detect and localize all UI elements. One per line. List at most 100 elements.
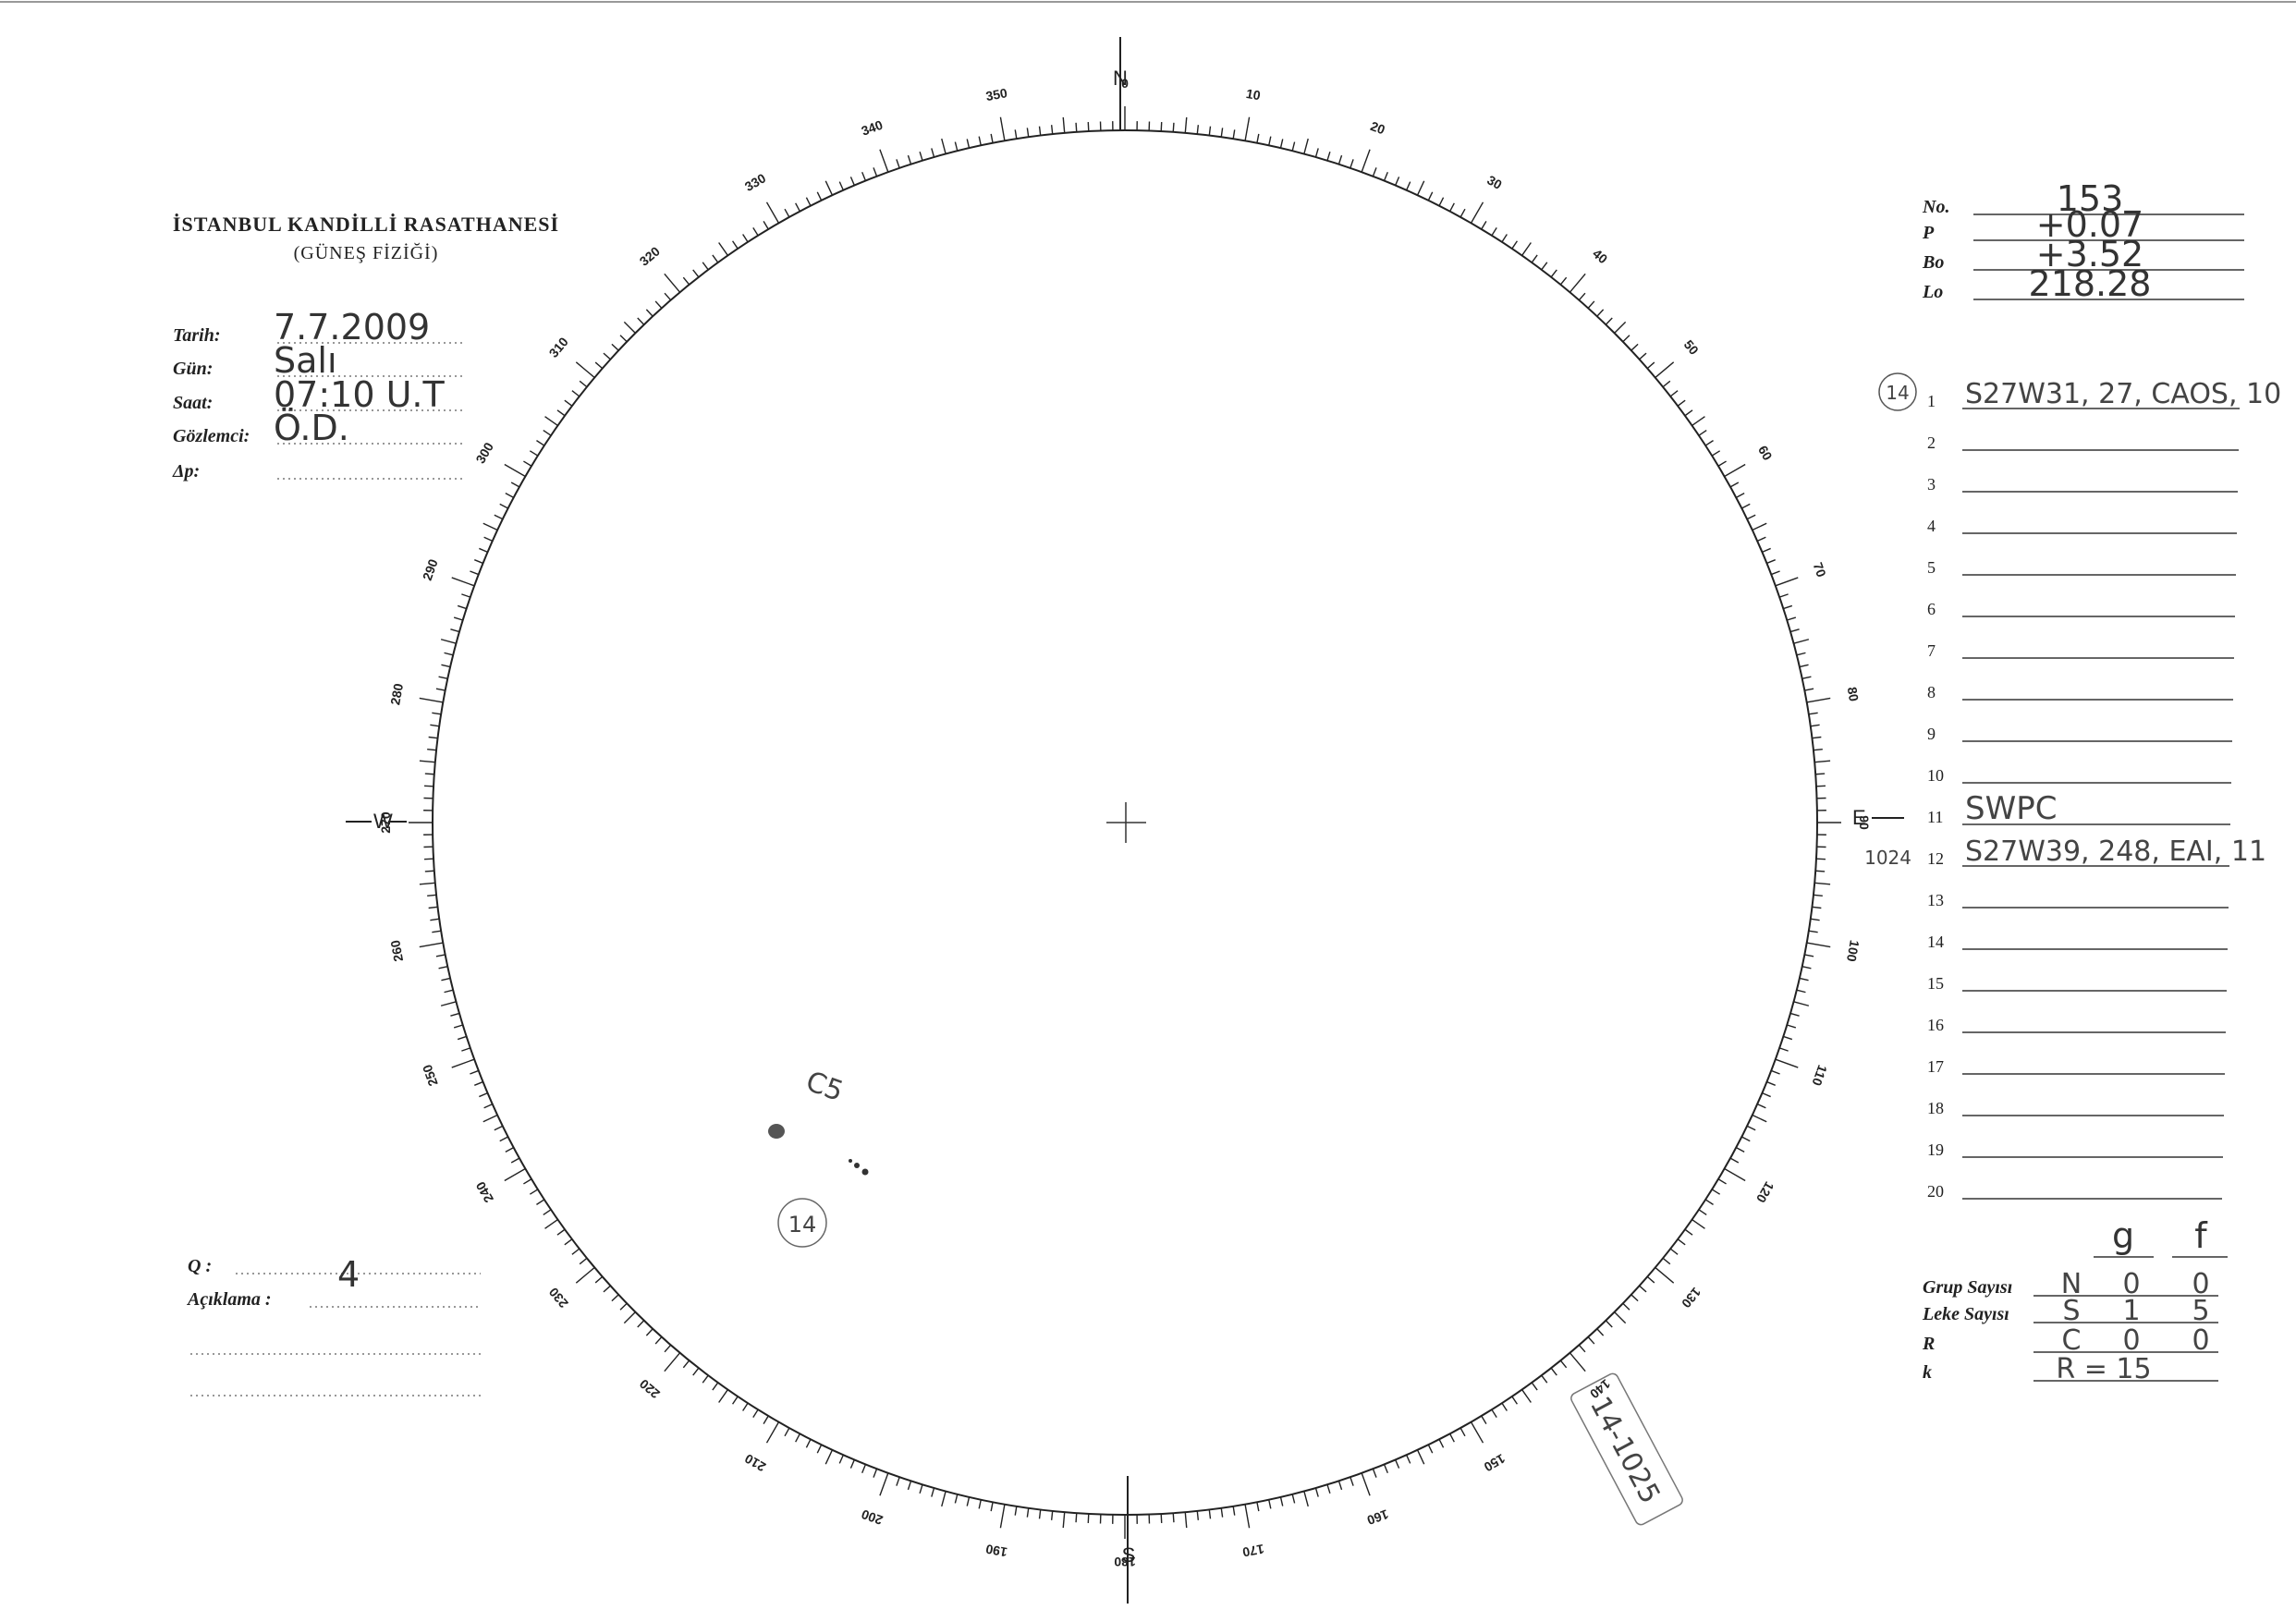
degree-tick <box>645 309 653 317</box>
degree-tick <box>1184 1512 1188 1529</box>
degree-tick <box>1614 1311 1627 1324</box>
degree-tick <box>1605 317 1613 325</box>
degree-tick <box>1416 180 1425 196</box>
degree-tick <box>564 1238 573 1246</box>
degree-label: 350 <box>984 85 1008 104</box>
degree-tick <box>1337 154 1343 165</box>
degree-tick <box>1724 463 1746 478</box>
institution-title: İSTANBUL KANDİLLİ RASATHANESİ <box>173 213 559 236</box>
quality-label: Q : <box>188 1256 212 1276</box>
institution-subtitle: (GÜNEŞ FİZİĞİ) <box>294 242 439 263</box>
degree-tick <box>1677 399 1686 407</box>
degree-tick <box>1587 1336 1595 1345</box>
degree-tick <box>849 177 855 186</box>
degree-tick <box>712 1382 719 1391</box>
degree-tick <box>1691 416 1705 426</box>
degree-tick <box>861 172 867 181</box>
degree-tick <box>765 1421 780 1444</box>
field-label: Saat: <box>173 393 213 413</box>
degree-tick <box>990 1502 994 1512</box>
degree-tick <box>556 409 566 417</box>
degree-tick <box>419 760 435 763</box>
degree-tick <box>611 1294 619 1302</box>
count-column: f <box>2194 1215 2208 1256</box>
degree-tick <box>611 343 619 351</box>
degree-tick <box>1470 1421 1484 1444</box>
row-number: 18 <box>1927 1099 1944 1117</box>
degree-tick <box>978 136 982 146</box>
degree-tick <box>999 116 1006 141</box>
degree-tick <box>424 785 434 787</box>
degree-tick <box>1655 361 1675 379</box>
degree-tick <box>1075 1513 1078 1523</box>
degree-tick <box>931 148 935 158</box>
degree-tick <box>1704 440 1714 446</box>
east-label: E <box>1852 806 1866 829</box>
degree-tick <box>450 1012 460 1017</box>
parameter-label: Lo <box>1922 282 1943 302</box>
degree-tick <box>483 1104 494 1109</box>
degree-label: 160 <box>1365 1506 1391 1528</box>
degree-tick <box>504 1167 526 1182</box>
degree-tick <box>1438 1439 1445 1448</box>
degree-tick <box>907 154 912 165</box>
count-value: 1 <box>2122 1295 2140 1327</box>
degree-tick <box>440 1001 457 1006</box>
count-value: 0 <box>2192 1268 2209 1300</box>
degree-tick <box>1026 1507 1030 1518</box>
degree-tick <box>430 918 440 921</box>
degree-tick <box>1449 1433 1455 1443</box>
degree-tick <box>623 1311 636 1324</box>
count-label: Leke Sayısı <box>1922 1304 2009 1324</box>
degree-tick <box>1208 126 1212 136</box>
row-number: 3 <box>1927 475 1936 494</box>
degree-tick <box>784 208 790 218</box>
parameter-value: 218.28 <box>2029 263 2152 304</box>
degree-tick <box>1372 167 1377 177</box>
degree-tick <box>1789 628 1800 633</box>
degree-tick <box>1075 122 1078 132</box>
degree-tick <box>1550 1367 1557 1376</box>
degree-tick <box>1704 1199 1714 1205</box>
degree-tick <box>1511 240 1519 250</box>
degree-tick <box>1766 559 1776 565</box>
degree-tick <box>499 1136 508 1142</box>
degree-tick <box>1815 785 1826 787</box>
row-number: 19 <box>1927 1140 1944 1159</box>
degree-tick <box>1050 125 1054 135</box>
degree-tick <box>1314 148 1319 158</box>
degree-tick <box>919 1484 923 1494</box>
degree-tick <box>1014 129 1018 140</box>
parameter-label: Bo <box>1922 252 1944 273</box>
degree-tick <box>1646 1275 1655 1284</box>
degree-tick <box>1531 254 1538 263</box>
degree-label: 60 <box>1755 443 1776 463</box>
degree-tick <box>556 1228 566 1236</box>
degree-tick <box>1578 1344 1586 1353</box>
degree-tick <box>692 269 700 278</box>
degree-tick <box>571 390 580 397</box>
degree-tick <box>1350 1476 1354 1486</box>
degree-tick <box>432 930 442 933</box>
degree-tick <box>816 1444 823 1454</box>
degree-label: 290 <box>420 556 441 582</box>
note-circle <box>1878 372 1917 411</box>
degree-tick <box>682 276 690 286</box>
degree-tick <box>742 1402 749 1411</box>
degree-tick <box>1314 1487 1319 1497</box>
row-entry: S27W39, 248, EAI, 11 <box>1965 835 2266 868</box>
degree-tick <box>1711 1189 1721 1195</box>
degree-tick <box>1232 1506 1236 1516</box>
degree-tick <box>505 1147 515 1152</box>
field-value: Ö.D. <box>274 408 349 448</box>
degree-tick <box>536 1199 545 1205</box>
degree-label: 110 <box>1809 1063 1830 1088</box>
count-value: 0 <box>2192 1324 2209 1357</box>
row-number: 10 <box>1927 766 1944 785</box>
degree-tick <box>1279 1496 1284 1506</box>
degree-tick <box>1630 1294 1639 1302</box>
degree-tick <box>1559 1360 1568 1369</box>
row-number: 12 <box>1927 849 1944 868</box>
degree-tick <box>453 1024 463 1029</box>
